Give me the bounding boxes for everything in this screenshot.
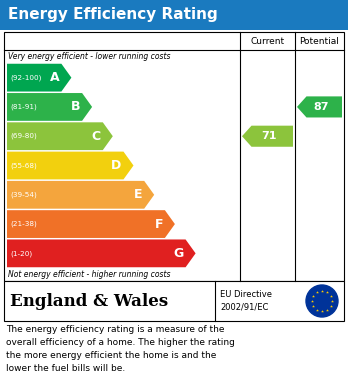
Text: (81-91): (81-91) [10,104,37,110]
Text: A: A [50,71,60,84]
Text: (55-68): (55-68) [10,162,37,169]
Bar [0,0,348,30]
Circle shape [306,285,338,317]
Text: EU Directive
2002/91/EC: EU Directive 2002/91/EC [220,290,272,312]
Text: D: D [111,159,121,172]
Text: F: F [155,217,163,231]
Text: (92-100): (92-100) [10,74,41,81]
Text: England & Wales: England & Wales [10,292,168,310]
Bar [4,281,344,321]
Bar [4,32,344,281]
Text: (39-54): (39-54) [10,192,37,198]
Text: Energy Efficiency Rating: Energy Efficiency Rating [8,7,218,23]
Polygon shape [7,93,92,121]
Text: (1-20): (1-20) [10,250,32,256]
Text: (21-38): (21-38) [10,221,37,227]
Text: 71: 71 [262,131,277,141]
Polygon shape [7,181,154,209]
Polygon shape [242,126,293,147]
Text: B: B [71,100,80,113]
Text: G: G [173,247,184,260]
Polygon shape [7,64,71,91]
Text: (69-80): (69-80) [10,133,37,140]
Polygon shape [7,210,175,238]
Text: The energy efficiency rating is a measure of the
overall efficiency of a home. T: The energy efficiency rating is a measur… [6,325,235,373]
Text: Very energy efficient - lower running costs: Very energy efficient - lower running co… [8,52,171,61]
Polygon shape [7,122,113,150]
Text: Current: Current [251,36,285,45]
Text: C: C [92,130,101,143]
Text: E: E [134,188,142,201]
Text: 87: 87 [314,102,329,112]
Text: Potential: Potential [300,36,339,45]
Polygon shape [7,152,134,179]
Polygon shape [7,239,196,267]
Polygon shape [297,97,342,117]
Text: Not energy efficient - higher running costs: Not energy efficient - higher running co… [8,270,171,279]
